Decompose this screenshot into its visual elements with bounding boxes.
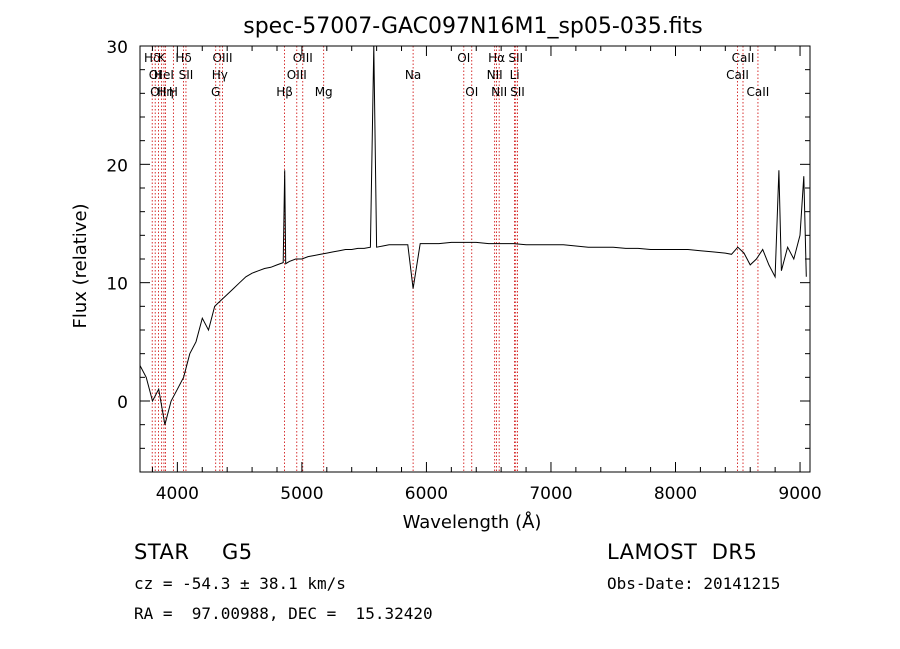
- survey-name: LAMOST DR5: [607, 540, 758, 564]
- x-tick-label-1: 5000: [280, 484, 323, 504]
- line-label-13: OIII: [293, 51, 313, 65]
- line-label-24: SII: [510, 85, 525, 99]
- line-label-5: Hη: [157, 85, 174, 99]
- line-label-25: CaII: [732, 51, 755, 65]
- spectrum-line: [139, 45, 807, 425]
- line-label-4: HeI: [154, 68, 174, 82]
- emission-line-markers: Hδ OI OII K HeI HηH Hδ SII OIII Hγ G Hβ OIII OIII Mg Na…: [144, 46, 769, 472]
- line-label-2: OII: [150, 85, 167, 99]
- x-tick-label-4: 8000: [654, 484, 697, 504]
- y-tick-label-3: 30: [106, 38, 128, 58]
- line-label-14: OIII: [287, 68, 307, 82]
- line-label-22: SII: [508, 51, 523, 65]
- line-label-17: OI: [457, 51, 470, 65]
- line-label-18: OI: [465, 85, 478, 99]
- line-label-3: K: [158, 51, 167, 65]
- line-label-8: SII: [179, 68, 194, 82]
- line-label-26: CaII: [726, 68, 749, 82]
- x-tick-label-2: 6000: [405, 484, 448, 504]
- line-label-9: OIII: [213, 51, 233, 65]
- line-label-23: Li: [510, 68, 520, 82]
- line-label-15: Mg: [315, 85, 333, 99]
- line-label-19: Hα: [488, 51, 505, 65]
- line-label-0: Hδ: [144, 51, 160, 65]
- line-label-12: Hβ: [276, 85, 293, 99]
- y-axis-label: Flux (relative): [70, 203, 91, 328]
- x-tick-label-3: 7000: [529, 484, 572, 504]
- plot-frame: [139, 45, 811, 473]
- sky-coordinates: RA = 97.00988, DEC = 15.32420: [134, 604, 433, 623]
- line-label-16: Na: [405, 68, 421, 82]
- x-tick-label-0: 4000: [156, 484, 199, 504]
- object-subclass: G5: [222, 540, 253, 564]
- chart-title: spec-57007-GAC097N16M1_sp05-035.fits: [243, 14, 703, 39]
- y-tick-label-0: 0: [117, 393, 128, 413]
- line-label-27: CaII: [747, 85, 770, 99]
- line-label-7: Hδ: [175, 51, 191, 65]
- object-class: STAR: [134, 540, 190, 564]
- x-tick-label-5: 9000: [778, 484, 821, 504]
- x-axis-label: Wavelength (Å): [403, 511, 542, 533]
- observation-date: Obs-Date: 20141215: [607, 574, 781, 593]
- y-tick-label-1: 10: [106, 275, 128, 295]
- line-label-11: G: [211, 85, 220, 99]
- line-label-21: NII: [491, 85, 507, 99]
- spectrum-series: [139, 45, 807, 425]
- line-label-20: NII: [487, 68, 503, 82]
- line-label-6: H: [169, 85, 178, 99]
- redshift-velocity: cz = -54.3 ± 38.1 km/s: [134, 574, 346, 593]
- y-tick-label-2: 20: [106, 156, 128, 176]
- axis-ticks: 4000 5000 6000 7000 8000 9000 0 10 20 30: [106, 38, 821, 504]
- line-label-10: Hγ: [212, 68, 228, 82]
